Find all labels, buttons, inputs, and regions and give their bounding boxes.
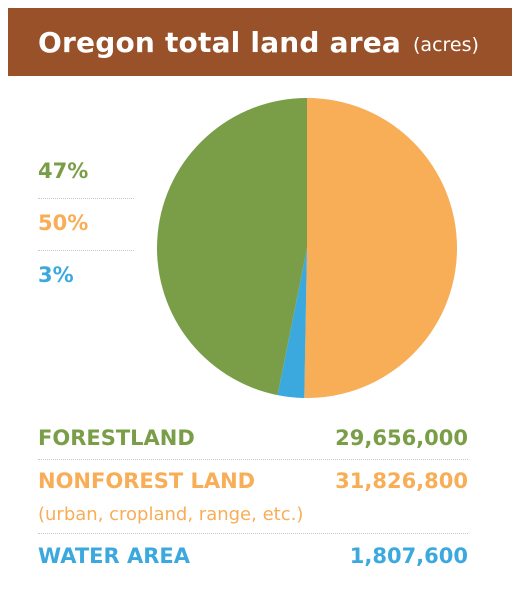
forest-label: FORESTLAND	[38, 426, 195, 450]
divider	[38, 250, 134, 251]
chart-title: Oregon total land area	[38, 25, 402, 59]
legend-row-nonforest: NONFOREST LAND 31,826,800	[38, 467, 468, 495]
water-value: 1,807,600	[349, 544, 468, 568]
legend-row-forest: FORESTLAND 29,656,000	[38, 424, 468, 452]
pie-chart	[156, 98, 458, 398]
pie-slice-forestland	[156, 98, 307, 396]
legend-row-water: WATER AREA 1,807,600	[38, 542, 468, 570]
nonforest-note: (urban, cropland, range, etc.)	[38, 504, 304, 525]
divider	[38, 198, 134, 199]
pie-slice-nonforest-land	[304, 98, 458, 398]
percent-nonforest: 50%	[38, 211, 89, 235]
nonforest-label: NONFOREST LAND	[38, 469, 256, 493]
divider	[38, 459, 468, 460]
water-label: WATER AREA	[38, 544, 191, 568]
nonforest-value: 31,826,800	[335, 469, 468, 493]
title-banner: Oregon total land area (acres)	[8, 8, 512, 76]
forest-value: 29,656,000	[335, 426, 468, 450]
pie-slice-water-area	[277, 248, 307, 398]
divider	[38, 533, 468, 534]
chart-unit: (acres)	[413, 34, 479, 56]
percent-water: 3%	[38, 263, 74, 287]
percent-forest: 47%	[38, 159, 89, 183]
